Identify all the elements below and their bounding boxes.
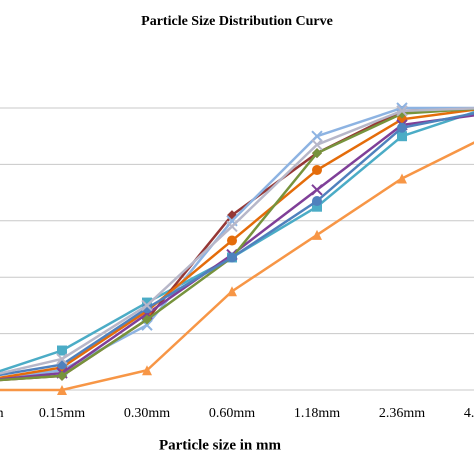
marker <box>227 286 237 297</box>
x-tick-label: 2.36mm <box>379 406 425 421</box>
marker <box>312 201 322 212</box>
marker <box>397 131 407 142</box>
marker <box>311 184 323 196</box>
x-tick-label: 0.075mm <box>0 406 4 421</box>
x-tick-label: 4.75mm <box>464 406 474 421</box>
marker <box>142 314 152 325</box>
marker <box>311 138 323 151</box>
marker <box>141 299 153 312</box>
marker <box>397 122 407 133</box>
marker <box>57 345 67 356</box>
marker <box>396 105 408 117</box>
marker <box>57 370 67 381</box>
marker <box>312 229 322 240</box>
marker <box>311 130 323 142</box>
marker <box>226 220 238 233</box>
chart-title: Particle Size Distribution Curve <box>141 14 333 29</box>
marker <box>56 353 68 365</box>
marker <box>227 235 237 246</box>
marker <box>397 173 407 184</box>
marker <box>142 297 152 308</box>
marker <box>312 148 322 159</box>
marker <box>57 385 67 395</box>
marker <box>142 365 152 376</box>
x-tick-label: 0.30mm <box>124 406 170 421</box>
marker <box>312 165 322 176</box>
x-tick-label: 1.18mm <box>294 406 340 421</box>
x-tick-label: 0.60mm <box>209 406 255 421</box>
marker <box>312 196 322 207</box>
marker <box>227 252 237 263</box>
x-axis-title: Particle size in mm <box>159 437 282 453</box>
x-tick-label: 0.15mm <box>39 406 85 421</box>
